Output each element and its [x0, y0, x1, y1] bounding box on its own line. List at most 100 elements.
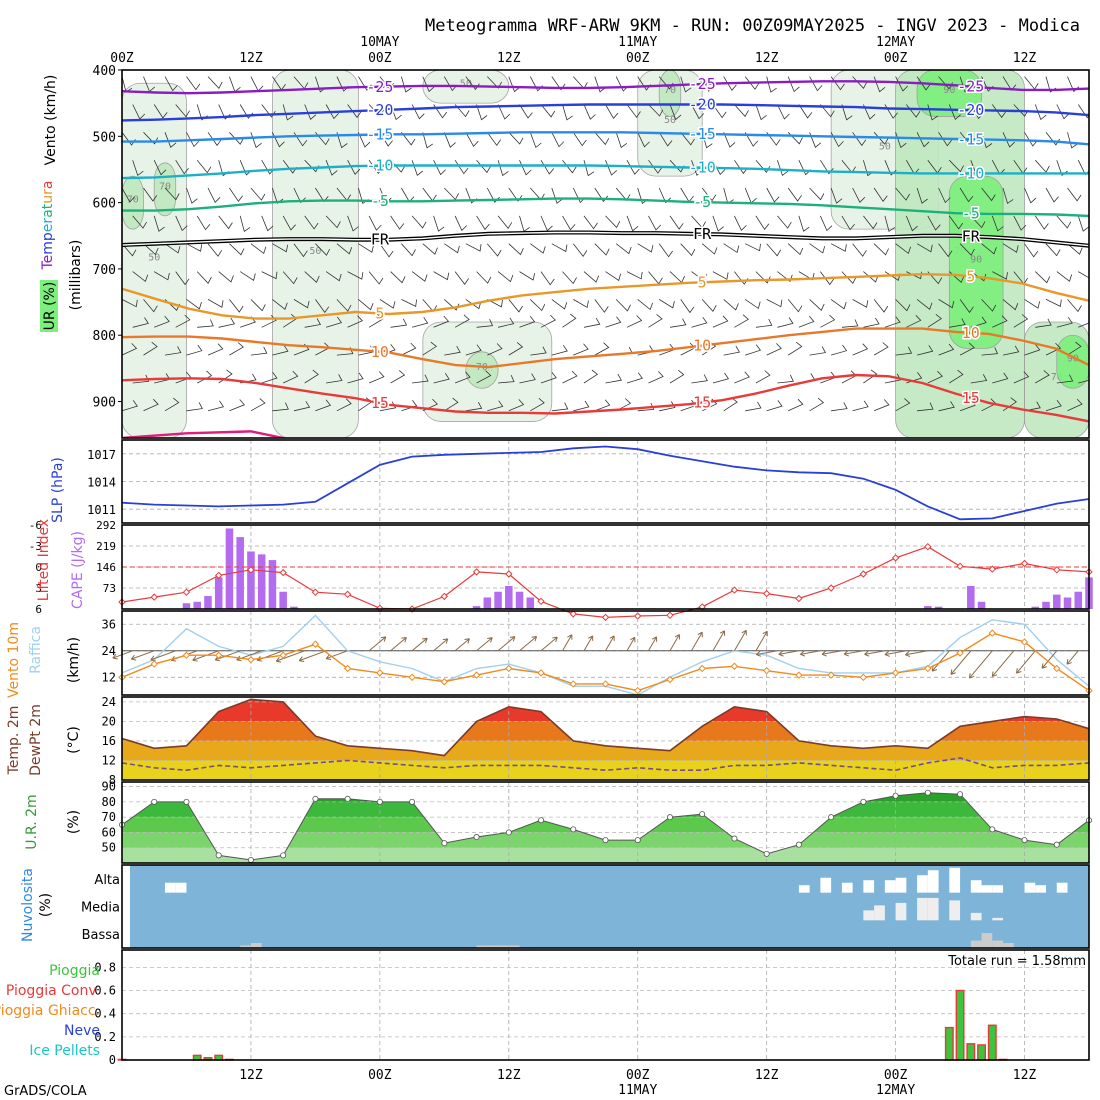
wind-barb	[401, 299, 417, 308]
wind-barb	[927, 271, 943, 285]
wind-barb	[841, 271, 857, 284]
cape-bar	[193, 601, 201, 609]
wind-barb	[315, 243, 331, 256]
wind-barb	[787, 132, 803, 145]
isotherm-label: -15	[957, 130, 984, 148]
wind-barb	[153, 215, 165, 232]
cloud-cell	[949, 900, 961, 921]
ylabel-dewpt2m: DewPt 2m	[28, 704, 44, 776]
wind-arrow-head	[719, 630, 726, 636]
wind-barb	[1056, 104, 1070, 120]
wind-barb	[583, 104, 596, 120]
humidity-point	[376, 798, 383, 805]
wind-barb	[723, 76, 737, 91]
humidity-point	[634, 837, 641, 844]
wind-barb	[562, 370, 578, 384]
cape-bar	[1074, 591, 1083, 609]
time-tick-label: 12Z	[497, 51, 521, 66]
cloud-cell	[895, 877, 907, 893]
wind-barb	[519, 271, 536, 281]
wind-barb	[207, 343, 224, 356]
time-tick-label: 12Z	[755, 1068, 779, 1083]
wind-barb	[143, 132, 159, 145]
wind-barb	[658, 187, 672, 204]
wind-arrow-head	[609, 635, 615, 641]
time-tick-label: 12Z	[497, 1068, 521, 1083]
wind-arrow	[497, 636, 516, 652]
wind-barb	[626, 160, 640, 175]
wind-barb	[605, 271, 621, 282]
wind-barb	[272, 402, 289, 412]
wind-point	[311, 640, 320, 648]
precip-legend-item: Pioggia	[49, 963, 100, 979]
wind-barb	[583, 215, 598, 230]
wind-barb	[970, 316, 987, 328]
wind-barb	[712, 315, 729, 328]
wind-barb	[970, 215, 986, 229]
slp-frame	[121, 439, 1090, 524]
cape-tick-label: 146	[96, 561, 116, 574]
wind-barb	[207, 187, 221, 203]
humidity-region-label: 70	[127, 195, 139, 206]
temperature-line	[121, 698, 1090, 757]
wind-barb	[411, 271, 428, 282]
wind-barb	[153, 160, 167, 176]
wind-barb	[540, 314, 556, 328]
wind-barb	[605, 215, 621, 229]
wind-barb	[648, 314, 663, 328]
isotherm-line	[122, 131, 1089, 146]
wind-barb	[454, 271, 469, 285]
wind-barb	[755, 318, 773, 328]
wind-barb	[906, 315, 922, 328]
humidity-frame	[121, 781, 1090, 864]
cloud-level-label: Bassa	[82, 928, 120, 943]
wind-barb	[143, 299, 158, 313]
wind-barb	[744, 187, 757, 204]
wind-barb	[798, 271, 815, 281]
wind-arrow	[299, 650, 327, 662]
wind-barb	[283, 370, 299, 384]
wind-barb	[938, 343, 955, 356]
wind-barb	[658, 132, 673, 147]
ylabel-temperature-char: T	[40, 261, 56, 271]
wind-barb	[949, 318, 966, 328]
wind-barb	[379, 299, 396, 309]
humidity-region	[1056, 334, 1089, 389]
wind-barb	[1045, 400, 1062, 412]
cloud-cell	[164, 882, 176, 893]
wind-barb	[938, 243, 953, 258]
temperature-bands	[122, 699, 1089, 780]
wind-barb	[282, 215, 296, 231]
wind-barb	[347, 372, 364, 384]
precip-legend-item: Neve	[64, 1023, 100, 1039]
humidity-region-label: 70	[1051, 372, 1063, 383]
rh-legend-swatch	[40, 280, 58, 332]
wind-barb	[895, 187, 910, 201]
wind-arrow	[778, 650, 799, 655]
humidity-point	[151, 798, 158, 805]
wind-barb	[927, 313, 942, 328]
wind-barb	[186, 187, 198, 204]
ytick-label: 16	[102, 734, 116, 748]
wind-barb	[186, 344, 203, 356]
wind-arrow-head	[778, 650, 784, 657]
wind-barb	[132, 374, 150, 384]
time-tick-label: 00Z	[110, 51, 134, 66]
wind-barb	[530, 299, 546, 312]
wind-barb	[562, 104, 573, 121]
wind-barb	[261, 372, 278, 384]
wind-arrow	[326, 650, 348, 660]
wind-barb	[530, 346, 547, 356]
wind-barb	[358, 243, 374, 253]
wind-arrow	[519, 636, 537, 652]
wind-barb	[143, 243, 159, 256]
wind-arrow-head	[1041, 663, 1048, 669]
isotherm-label: FR	[371, 231, 390, 249]
wind-barb	[787, 341, 803, 356]
wind-barb	[766, 343, 782, 356]
ylabel-temperature-char: e	[40, 255, 56, 264]
wind-barb	[981, 132, 993, 149]
humidity-point	[1021, 837, 1028, 844]
wind-arrow	[1016, 650, 1036, 674]
cape-bar	[290, 606, 298, 609]
